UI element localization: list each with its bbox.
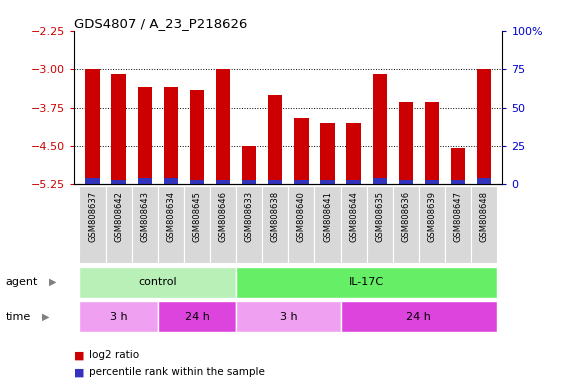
Text: GSM808648: GSM808648 — [480, 191, 489, 242]
Bar — [216, 180, 230, 184]
Bar — [111, 74, 126, 184]
Bar — [106, 186, 132, 263]
Bar — [85, 178, 100, 184]
Bar — [242, 146, 256, 184]
Text: IL-17C: IL-17C — [349, 277, 384, 287]
Bar — [425, 103, 439, 184]
Text: GSM808633: GSM808633 — [245, 191, 254, 242]
Bar — [190, 180, 204, 184]
Text: GSM808642: GSM808642 — [114, 191, 123, 242]
Text: GSM808639: GSM808639 — [428, 191, 436, 242]
Bar — [340, 186, 367, 263]
Bar — [184, 186, 210, 263]
Bar — [393, 186, 419, 263]
Text: GSM808646: GSM808646 — [219, 191, 228, 242]
Text: ■: ■ — [74, 350, 85, 360]
Text: time: time — [6, 312, 31, 322]
Text: GSM808641: GSM808641 — [323, 191, 332, 242]
Text: GSM808634: GSM808634 — [166, 191, 175, 242]
Bar — [451, 180, 465, 184]
Bar — [294, 180, 308, 184]
Text: ▶: ▶ — [49, 277, 56, 287]
Bar — [85, 69, 100, 184]
Bar — [79, 267, 236, 298]
Bar — [372, 74, 387, 184]
Bar — [262, 186, 288, 263]
Text: control: control — [139, 277, 177, 287]
Text: GSM808643: GSM808643 — [140, 191, 149, 242]
Text: GSM808644: GSM808644 — [349, 191, 358, 242]
Bar — [451, 149, 465, 184]
Text: GSM808647: GSM808647 — [453, 191, 463, 242]
Text: GSM808637: GSM808637 — [88, 191, 97, 242]
Text: GSM808635: GSM808635 — [375, 191, 384, 242]
Bar — [477, 69, 492, 184]
Bar — [399, 180, 413, 184]
Text: ▶: ▶ — [42, 312, 49, 322]
Bar — [79, 186, 106, 263]
Bar — [340, 301, 497, 332]
Bar — [236, 267, 497, 298]
Bar — [419, 186, 445, 263]
Bar — [210, 186, 236, 263]
Bar — [294, 118, 308, 184]
Bar — [158, 301, 236, 332]
Bar — [268, 180, 283, 184]
Bar — [79, 301, 158, 332]
Bar — [320, 123, 335, 184]
Bar — [190, 89, 204, 184]
Bar — [132, 186, 158, 263]
Bar — [216, 69, 230, 184]
Bar — [477, 178, 492, 184]
Bar — [399, 103, 413, 184]
Text: 24 h: 24 h — [407, 312, 431, 322]
Bar — [425, 180, 439, 184]
Text: 3 h: 3 h — [280, 312, 297, 322]
Bar — [347, 180, 361, 184]
Bar — [138, 178, 152, 184]
Bar — [236, 301, 340, 332]
Text: agent: agent — [6, 277, 38, 287]
Bar — [347, 123, 361, 184]
Bar — [242, 180, 256, 184]
Text: GSM808645: GSM808645 — [192, 191, 202, 242]
Text: GDS4807 / A_23_P218626: GDS4807 / A_23_P218626 — [74, 17, 248, 30]
Bar — [111, 180, 126, 184]
Bar — [445, 186, 471, 263]
Bar — [320, 180, 335, 184]
Bar — [288, 186, 315, 263]
Text: log2 ratio: log2 ratio — [89, 350, 139, 360]
Bar — [315, 186, 340, 263]
Bar — [372, 178, 387, 184]
Text: GSM808640: GSM808640 — [297, 191, 306, 242]
Text: percentile rank within the sample: percentile rank within the sample — [89, 367, 264, 377]
Bar — [367, 186, 393, 263]
Text: GSM808636: GSM808636 — [401, 191, 411, 242]
Text: GSM808638: GSM808638 — [271, 191, 280, 242]
Bar — [236, 186, 262, 263]
Bar — [138, 87, 152, 184]
Text: 24 h: 24 h — [184, 312, 210, 322]
Text: 3 h: 3 h — [110, 312, 127, 322]
Bar — [164, 87, 178, 184]
Bar — [164, 178, 178, 184]
Bar — [268, 95, 283, 184]
Text: ■: ■ — [74, 367, 85, 377]
Bar — [471, 186, 497, 263]
Bar — [158, 186, 184, 263]
